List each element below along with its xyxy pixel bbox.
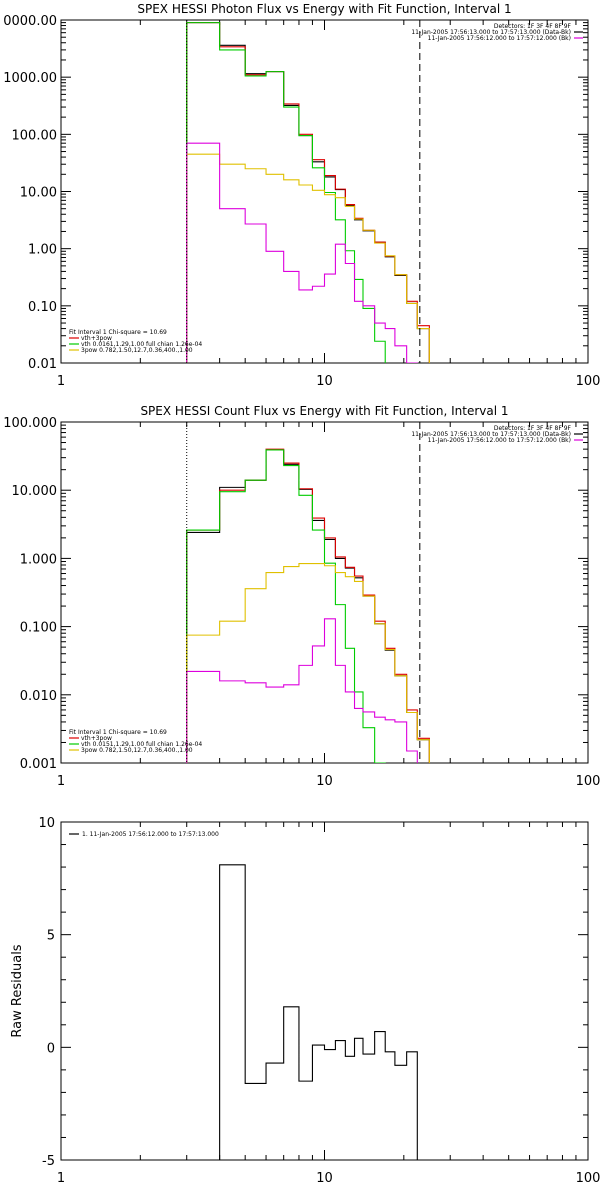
chart-3: 1 10 100 -5 0 5 10 Raw Residuals 1. 11-Jan-2005 … — [10, 816, 600, 1186]
series-group — [186, 448, 430, 763]
y-axis: 0.001 0.010 0.100 1.000 10.000 100.000 — [3, 416, 588, 772]
x-tick-label: 10 — [316, 774, 333, 789]
series-line-1 — [186, 22, 430, 363]
series-line-2 — [186, 449, 386, 763]
y-tick-label: 100.000 — [3, 416, 57, 431]
x-tick-label: 1 — [57, 1171, 65, 1186]
legend-fit-line: vth+3pow — [81, 735, 112, 742]
y-tick-label: 1000.00 — [3, 71, 57, 86]
y-axis-label: Raw Residuals — [10, 944, 25, 1037]
x-tick-label: 10 — [316, 1171, 333, 1186]
legend-fit-line: 3pow 0.782,1.50,12.7,0.36,400.,1.00 — [81, 347, 193, 354]
x-tick-label: 100 — [576, 1171, 600, 1186]
series-group — [186, 22, 430, 363]
y-tick-label: 0.01 — [28, 357, 57, 372]
y-tick-label: -5 — [42, 1154, 55, 1169]
y-tick-label: 10.000 — [12, 484, 58, 499]
plot-frame — [60, 421, 589, 764]
y-tick-label: 0.010 — [20, 689, 57, 704]
legend-fit: Fit Interval 1 Chi-square = 10.69vth+3po… — [69, 729, 202, 754]
x-tick-label: 100 — [576, 774, 600, 789]
chart-title: SPEX HESSI Count Flux vs Energy with Fit… — [140, 404, 508, 418]
x-axis: 1 10 100 — [57, 422, 600, 789]
y-tick-label: 100.00 — [12, 128, 58, 143]
series-line-3 — [186, 153, 430, 363]
y-tick-label: 10.00 — [20, 186, 57, 201]
series-line-2 — [186, 22, 386, 363]
legend-header-line: Detectors: 1F 3F 4F 8F 9F — [494, 425, 572, 432]
legend-header-line: 11-Jan-2005 17:56:12.000 to 17:57:12.000… — [428, 35, 571, 42]
legend-fit-line: vth+3pow — [81, 335, 112, 342]
chart-1: SPEX HESSI Photon Flux vs Energy with Fi… — [3, 2, 600, 389]
legend: 1. 11-Jan-2005 17:56:12.000 to 17:57:13.… — [69, 831, 219, 838]
legend-fit-line: Fit Interval 1 Chi-square = 10.69 — [69, 729, 167, 736]
legend-entry: 1. 11-Jan-2005 17:56:12.000 to 17:57:13.… — [82, 831, 219, 838]
series-line-4 — [186, 142, 418, 363]
y-tick-label: 5 — [47, 929, 55, 944]
x-tick-label: 10 — [316, 374, 333, 389]
plot-frame — [60, 821, 589, 1161]
legend-fit-line: vth 0.0161,1.29,1.00 full chian 1.26e-04 — [81, 341, 202, 348]
series-line-0 — [186, 22, 430, 363]
legend-fit-line: 3pow 0.782,1.50,12.7,0.36,400.,1.00 — [81, 747, 193, 754]
x-tick-label: 1 — [57, 374, 65, 389]
series-line-3 — [186, 563, 430, 763]
x-tick-label: 1 — [57, 774, 65, 789]
y-axis: -5 0 5 10 — [38, 816, 588, 1169]
x-axis: 1 10 100 — [57, 20, 600, 389]
y-tick-label: 10 — [38, 816, 55, 831]
legend-fit-line: Fit Interval 1 Chi-square = 10.69 — [69, 329, 167, 336]
y-tick-label: 0.10 — [28, 300, 57, 315]
x-axis: 1 10 100 — [57, 822, 600, 1186]
series-line-4 — [186, 618, 418, 763]
series-line-0 — [186, 449, 430, 763]
legend-header-line: Detectors: 1F 3F 4F 8F 9F — [494, 23, 572, 30]
chart-2: SPEX HESSI Count Flux vs Energy with Fit… — [3, 404, 600, 789]
y-tick-label: 1.00 — [28, 243, 57, 258]
series-line-1 — [186, 448, 430, 763]
y-tick-label: 1.000 — [20, 552, 57, 567]
chart-title: SPEX HESSI Photon Flux vs Energy with Fi… — [137, 2, 511, 16]
y-tick-label: 0.100 — [20, 621, 57, 636]
series-line-0 — [186, 864, 418, 1160]
legend-fit: Fit Interval 1 Chi-square = 10.69vth+3po… — [69, 329, 202, 354]
y-tick-label: 0000.00 — [3, 14, 57, 29]
x-tick-label: 100 — [576, 374, 600, 389]
y-axis: 0.01 0.10 1.00 10.00 100.00 1000.00 0000.00 — [3, 14, 588, 372]
legend-fit-line: vth 0.0151,1.29,1.00 full chian 1.26e-04 — [81, 741, 202, 748]
series-group — [186, 864, 418, 1160]
y-tick-label: 0 — [47, 1041, 55, 1056]
y-tick-label: 0.001 — [20, 757, 57, 772]
legend-header-line: 11-Jan-2005 17:56:13.000 to 17:57:13.000… — [411, 29, 571, 36]
legend-header-line: 11-Jan-2005 17:56:13.000 to 17:57:13.000… — [411, 431, 571, 438]
legend-header-line: 11-Jan-2005 17:56:12.000 to 17:57:12.000… — [428, 437, 571, 444]
